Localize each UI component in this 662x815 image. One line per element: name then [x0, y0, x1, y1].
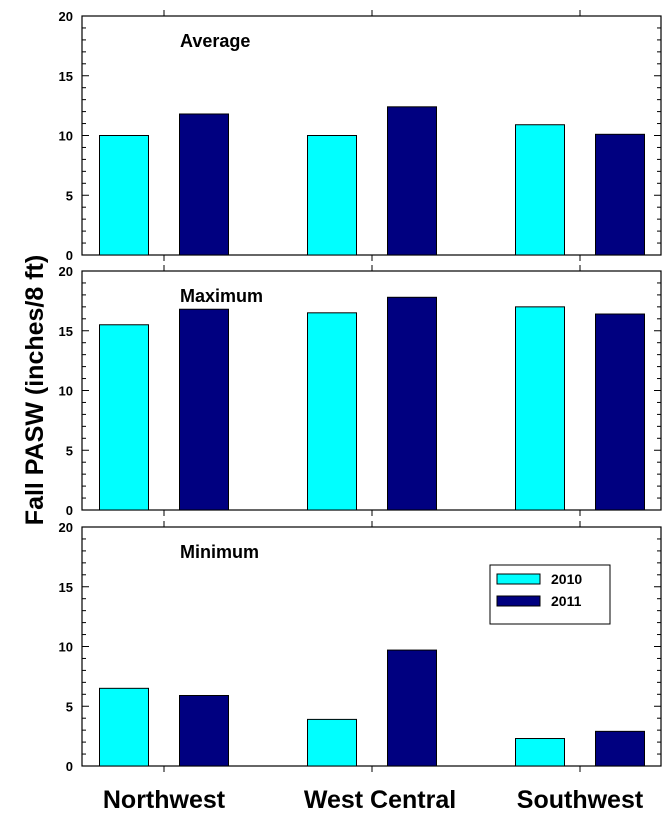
y-tick-label: 15 — [59, 69, 73, 84]
panel-frame — [81, 270, 662, 511]
y-tick-label: 5 — [66, 188, 73, 203]
panel-frame — [81, 15, 662, 256]
bar-2011-southwest — [595, 730, 645, 767]
panel-average: 0 5 10 15 20 Average — [59, 9, 662, 263]
category-label-southwest: Southwest — [517, 786, 644, 814]
bar-2011-northwest — [179, 694, 229, 767]
y-tick-label: 0 — [66, 503, 73, 518]
category-label-west-central: West Central — [304, 786, 456, 814]
panel-frame — [81, 526, 662, 767]
legend: 2010 2011 — [489, 564, 611, 625]
panel-minimum: 0 5 10 15 20 Minimum 2010 2011 — [59, 520, 662, 774]
panel-title: Average — [180, 31, 250, 51]
panel-title: Minimum — [180, 542, 259, 562]
bar-2011-northwest — [179, 113, 229, 256]
bar-2010-west-central — [307, 312, 357, 511]
bar-2011-northwest — [179, 308, 229, 511]
bar-2010-northwest — [99, 687, 149, 767]
legend-swatch-2011 — [496, 595, 541, 607]
bar-2010-northwest — [99, 135, 149, 256]
bar-2011-west-central — [387, 649, 437, 767]
y-tick-label: 15 — [59, 580, 73, 595]
y-axis-title: Fall PASW (inches/8 ft) — [21, 255, 49, 525]
bar-2010-northwest — [99, 324, 149, 511]
bar-2010-southwest — [515, 738, 565, 767]
bar-2011-southwest — [595, 313, 645, 511]
y-tick-label: 20 — [59, 9, 73, 24]
bar-2011-west-central — [387, 106, 437, 256]
legend-label-2010: 2010 — [551, 571, 582, 587]
legend-label-2011: 2011 — [551, 593, 582, 609]
y-tick-label: 10 — [59, 384, 73, 399]
y-tick-label: 20 — [59, 264, 73, 279]
panel-maximum: 0 5 10 15 20 Maximum — [59, 264, 662, 518]
y-tick-label: 10 — [59, 640, 73, 655]
bar-2010-southwest — [515, 124, 565, 256]
bar-2010-west-central — [307, 135, 357, 256]
bar-2011-southwest — [595, 133, 645, 256]
bar-2011-west-central — [387, 296, 437, 511]
y-tick-label: 15 — [59, 324, 73, 339]
y-tick-label: 10 — [59, 129, 73, 144]
category-label-northwest: Northwest — [103, 786, 226, 814]
y-tick-label: 5 — [66, 443, 73, 458]
bar-2010-west-central — [307, 718, 357, 767]
y-tick-label: 5 — [66, 699, 73, 714]
legend-swatch-2010 — [496, 573, 541, 585]
chart-panels: 0 5 10 15 20 Average 0 5 10 15 20 Maximum 0 5 10 15 20 Mi… — [59, 9, 662, 814]
panel-title: Maximum — [180, 286, 263, 306]
bar-2010-southwest — [515, 306, 565, 511]
y-tick-label: 0 — [66, 248, 73, 263]
y-tick-label: 20 — [59, 520, 73, 535]
y-tick-label: 0 — [66, 759, 73, 774]
